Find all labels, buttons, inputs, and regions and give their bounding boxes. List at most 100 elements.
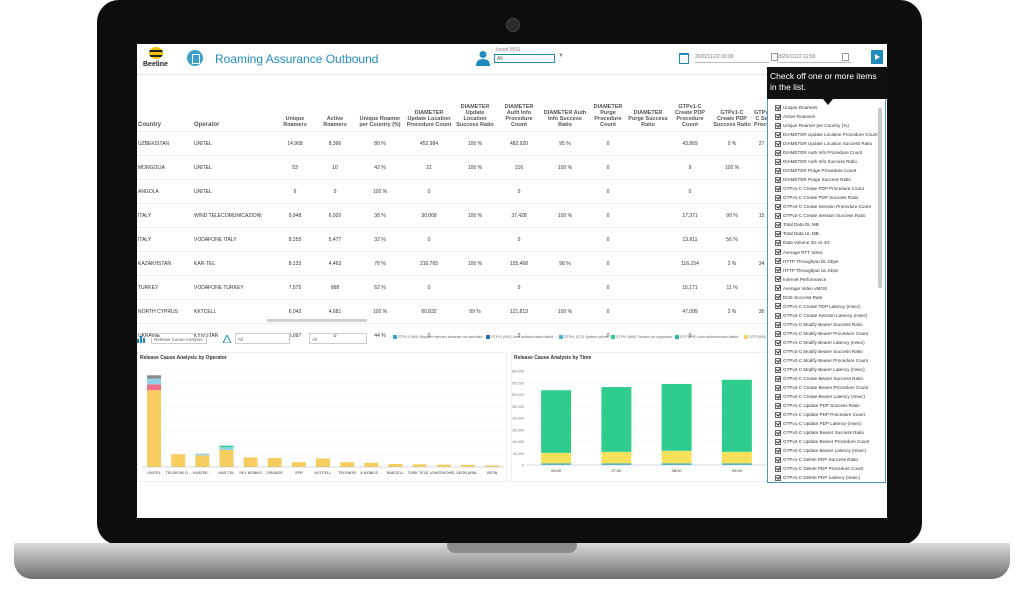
column-header[interactable]: GTPv1-C Create PDP Procedure Count: [675, 104, 705, 128]
table-row[interactable]: NORTH CYPRUS KKTCELL 6,042 4,681 100 % 60,832…: [137, 299, 770, 324]
bar-segment[interactable]: [316, 458, 330, 467]
bar-segment[interactable]: [721, 451, 752, 464]
checkbox[interactable]: [775, 348, 781, 355]
checkbox[interactable]: [775, 366, 781, 373]
calendar-icon[interactable]: [679, 53, 689, 64]
bar-segment[interactable]: [195, 453, 210, 456]
bar-segment[interactable]: [219, 445, 234, 448]
checkbox[interactable]: [775, 131, 781, 138]
table-row[interactable]: UZBEKISTAN UNITEL 14,968 8,396 80 % 452,984 10…: [137, 131, 770, 156]
checklist-item[interactable]: Unique Roamer per Country (%): [775, 121, 879, 130]
checkbox[interactable]: [775, 149, 781, 156]
checkbox[interactable]: [775, 158, 781, 165]
checkbox[interactable]: [775, 447, 781, 454]
checklist-item[interactable]: GTPv1-C Modify Bearer Procedure Count: [775, 329, 879, 338]
checklist-item[interactable]: GTPv2-C Modify Bearer Procedure Count: [775, 356, 879, 365]
checkbox[interactable]: [775, 294, 781, 301]
legend-item[interactable]: GTPv1 (984) Request rejected because not…: [393, 335, 483, 340]
run-query-button[interactable]: [871, 50, 883, 64]
bar-segment[interactable]: [601, 387, 632, 452]
bar-segment[interactable]: [412, 464, 427, 467]
bar-segment[interactable]: [291, 462, 306, 467]
column-header[interactable]: DIAMETER Update Location Success Ratio: [456, 104, 494, 128]
checkbox[interactable]: [775, 177, 781, 184]
column-header[interactable]: DIAMETER Auth Info Success Ratio: [543, 110, 587, 128]
checklist-item[interactable]: Internet Performance: [775, 275, 879, 284]
column-header[interactable]: DIAMETER Purge Procedure Count: [593, 104, 623, 128]
checklist-item[interactable]: GTPv1-C Delete PDP Procedure Count: [775, 464, 879, 473]
checklist-item[interactable]: Active Roamers: [775, 112, 879, 121]
bar-segment[interactable]: [195, 455, 210, 467]
table-row[interactable]: ITALY VODAFONE ITALY 8,255 5,477 32 % 0 0 0 13,8…: [137, 227, 770, 252]
checkbox[interactable]: [775, 312, 781, 319]
checkbox[interactable]: [775, 222, 781, 229]
column-header[interactable]: GTPv2-C Se Procedu: [754, 110, 777, 128]
bar-segment[interactable]: [661, 450, 692, 464]
checklist-item[interactable]: GTPv2-C Update Bearer Latency (msec): [775, 446, 879, 455]
column-header[interactable]: DIAMETER Purge Success Ratio: [628, 110, 668, 128]
checklist-item[interactable]: GTPv2-C Delete Session Success Ratio: [775, 482, 879, 483]
bar-segment[interactable]: [147, 375, 162, 379]
legend-item[interactable]: GTPv1 (984) Service not supported: [610, 335, 672, 340]
date-to-picker-icon[interactable]: [842, 53, 849, 61]
checklist-item[interactable]: GTPv2-C Create Bearer Success Ratio: [775, 374, 879, 383]
analysis-select[interactable]: Release Cause Analysis: [151, 333, 207, 344]
checklist-item[interactable]: GTPv1-C Update PDP Latency (msec): [775, 419, 879, 428]
checkbox[interactable]: [775, 186, 781, 193]
bar-segment[interactable]: [436, 464, 451, 467]
checklist-item[interactable]: HTTP Throughput UL Kbps: [775, 266, 879, 275]
checkbox[interactable]: [775, 240, 781, 247]
bar-segment[interactable]: [460, 464, 475, 467]
checkbox[interactable]: [775, 466, 781, 473]
checkbox[interactable]: [775, 303, 781, 310]
table-row[interactable]: TURKEY VODAFONE TURKEY 7,575 868 62 % 0 0 0 15,1…: [137, 275, 770, 300]
legend-item[interactable]: GTPv1 (972) System failure: [558, 335, 608, 340]
checkbox[interactable]: [775, 393, 781, 400]
checkbox[interactable]: [775, 411, 781, 418]
checkbox[interactable]: [775, 420, 781, 427]
checkbox[interactable]: [775, 231, 781, 238]
checkbox[interactable]: [775, 122, 781, 129]
checklist-item[interactable]: GTPv2-C Modify Bearer Latency (msec): [775, 365, 879, 374]
checklist-item[interactable]: Total Data UL MB: [775, 229, 879, 238]
bar-segment[interactable]: [219, 447, 234, 450]
imsi-input[interactable]: All: [494, 54, 555, 63]
checkbox[interactable]: [775, 276, 781, 283]
checkbox[interactable]: [775, 113, 781, 120]
checklist-scrollbar[interactable]: [878, 108, 882, 288]
checklist-item[interactable]: Total Data DL MB: [775, 220, 879, 229]
column-header[interactable]: Country: [138, 122, 161, 128]
checklist-item[interactable]: DIAMETER Auth Info Procedure Count: [775, 148, 879, 157]
bar-segment[interactable]: [484, 465, 499, 467]
bar-segment[interactable]: [721, 379, 752, 452]
table-row[interactable]: UKRAINE KYIVSTAR 5,097 0 44 % 0 0 0 0: [137, 323, 770, 347]
checklist-item[interactable]: GTPv1-C Create PDP Latency (msec): [775, 302, 879, 311]
checkbox[interactable]: [775, 384, 781, 391]
checklist-item[interactable]: GTPv2-C Create Session Success Ratio: [775, 211, 879, 220]
table-row[interactable]: MONGOLIA UNITEL 53 10 42 % 21 100 % 316 100 % 0 9 1…: [137, 155, 770, 180]
checklist-item[interactable]: GTPv1-C Modify Bearer Success Ratio: [775, 320, 879, 329]
checklist-item[interactable]: GTPv2-C Create Session Procedure Count: [775, 202, 879, 211]
legend-item[interactable]: GTPv1 (992) User authentication failed: [486, 335, 553, 340]
checklist-item[interactable]: DIAMETER Update Location Success Ratio: [775, 139, 879, 148]
checklist-item[interactable]: HTTP Throughput DL Kbps: [775, 257, 879, 266]
checklist-item[interactable]: GTPv1-C Delete PDP Success Ratio: [775, 455, 879, 464]
column-header[interactable]: GTPv1-C Create PDP Success Ratio: [713, 110, 751, 128]
checkbox[interactable]: [775, 204, 781, 211]
checklist-item[interactable]: GTPv1-C Delete PDP Latency (msec): [775, 473, 879, 482]
checkbox[interactable]: [775, 213, 781, 220]
bar-segment[interactable]: [541, 452, 572, 464]
checklist-item[interactable]: GTPv2-C Create Session Latency (msec): [775, 311, 879, 320]
date-from-input[interactable]: 2020/11/22 00:00: [695, 52, 769, 63]
bar-segment[interactable]: [171, 454, 186, 467]
checklist-item[interactable]: GTPv2-C Update Bearer Success Ratio: [775, 428, 879, 437]
checkbox[interactable]: [775, 339, 781, 346]
table-horizontal-scrollbar[interactable]: [267, 319, 367, 322]
column-header[interactable]: Unique Roamers: [283, 116, 307, 128]
checklist-item[interactable]: GTPv2-C Create Bearer Procedure Count: [775, 383, 879, 392]
column-header[interactable]: Unique Roamer per Country (%): [359, 116, 401, 128]
bar-segment[interactable]: [541, 463, 572, 465]
checkbox[interactable]: [775, 168, 781, 174]
checklist-item[interactable]: GTPv2-C Create Bearer Latency (msec): [775, 392, 879, 401]
checklist-item[interactable]: DIAMETER Purge Procedure Count: [775, 166, 879, 175]
